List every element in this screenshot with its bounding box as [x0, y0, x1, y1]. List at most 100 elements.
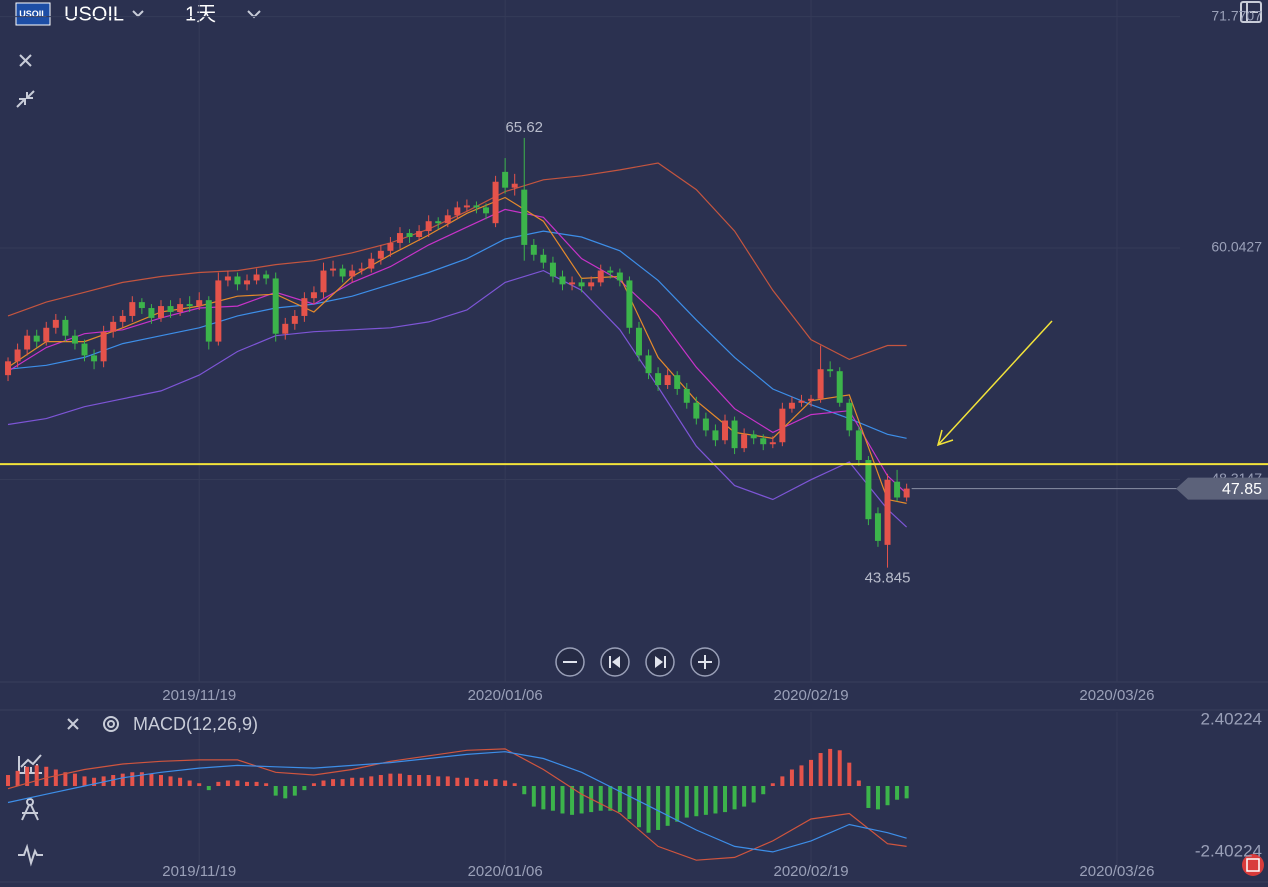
collapse-icon[interactable]: [16, 90, 35, 108]
tool-draw[interactable]: [21, 798, 39, 821]
candle-body: [846, 402, 853, 431]
candle-body: [779, 408, 786, 443]
histogram-bar: [617, 786, 622, 813]
histogram-bar: [856, 780, 861, 786]
candle-body: [769, 442, 776, 445]
histogram-bar: [560, 786, 565, 814]
candle-body: [387, 242, 394, 251]
histogram-bar: [484, 780, 489, 786]
histogram-bar: [531, 786, 536, 807]
close-icon[interactable]: [19, 54, 32, 67]
candle-body: [616, 272, 623, 281]
histogram-bar: [464, 777, 469, 786]
histogram-bar: [550, 786, 555, 811]
interval[interactable]: 1天: [185, 3, 216, 25]
tool-indicator[interactable]: [18, 843, 43, 867]
candle-body: [396, 233, 403, 243]
candle-body: [731, 420, 738, 449]
histogram-bar: [665, 786, 670, 826]
candle-body: [349, 270, 356, 277]
y-tick-label: 60.0427: [1211, 239, 1262, 255]
candle-body: [119, 315, 126, 322]
x-tick-label: 2019/11/19: [162, 863, 236, 880]
histogram-bar: [369, 776, 374, 786]
logo-text: USOIL: [19, 9, 47, 19]
symbol-dropdown[interactable]: [132, 10, 144, 18]
candle-body: [492, 181, 499, 224]
last-price-tag: [1176, 477, 1268, 500]
histogram-bar: [656, 786, 661, 830]
histogram-bar: [15, 770, 20, 786]
candle-body: [358, 268, 365, 271]
candle-body: [683, 388, 690, 403]
histogram-bar: [25, 766, 30, 786]
histogram-bar: [732, 786, 737, 810]
histogram-bar: [6, 775, 11, 786]
candle-body: [196, 300, 203, 307]
x-tick-label: 2020/03/26: [1079, 863, 1154, 880]
candle-body: [282, 323, 289, 334]
scroll-start[interactable]: [600, 647, 630, 677]
histogram-bar: [493, 779, 498, 786]
panel-toggle[interactable]: [1240, 1, 1262, 23]
x-tick-label: 2019/11/19: [162, 687, 236, 704]
histogram-bar: [283, 786, 288, 799]
histogram-bar: [579, 786, 584, 814]
histogram-bar: [340, 779, 345, 786]
candle-body: [502, 171, 509, 188]
zoom-out[interactable]: [555, 647, 585, 677]
candle-body: [798, 400, 805, 403]
histogram-bar: [216, 781, 221, 786]
x-tick-label: 2020/02/19: [774, 863, 849, 880]
histogram-bar: [608, 786, 613, 811]
candle-body: [483, 207, 490, 214]
logo[interactable]: [15, 2, 51, 26]
histogram-bar: [388, 773, 393, 786]
histogram-bar: [264, 783, 269, 786]
candle-body: [588, 282, 595, 287]
histogram-bar: [187, 780, 192, 786]
candle-body: [205, 300, 212, 342]
histogram-bar: [713, 786, 718, 814]
histogram-bar: [407, 775, 412, 786]
candle-body: [894, 481, 901, 498]
histogram-bar: [178, 777, 183, 786]
candle-body: [473, 205, 480, 208]
x-tick-label: 2020/02/19: [774, 687, 849, 704]
candle-body: [454, 207, 461, 216]
histogram-bar: [235, 780, 240, 786]
histogram-bar: [503, 780, 508, 786]
candle-body: [741, 434, 748, 449]
candle-body: [722, 420, 729, 441]
candle-body: [177, 304, 184, 312]
candle-body: [808, 398, 815, 401]
candle-body: [435, 221, 442, 224]
histogram-bar: [455, 777, 460, 786]
candle-body: [14, 349, 21, 362]
y-tick-label: -2.40224: [1195, 841, 1262, 860]
brand-icon: [1242, 854, 1264, 876]
symbol[interactable]: USOIL: [64, 3, 124, 25]
macd-settings[interactable]: [103, 716, 119, 732]
zoom-in[interactable]: [690, 647, 720, 677]
candle-body: [100, 331, 107, 362]
histogram-bar: [72, 773, 77, 786]
histogram-bar: [168, 776, 173, 786]
candle-body: [559, 276, 566, 285]
histogram-bar: [311, 783, 316, 786]
candle-body: [62, 319, 69, 336]
candle-body: [291, 315, 298, 324]
candle-body: [827, 369, 834, 372]
histogram-bar: [158, 775, 163, 786]
x-tick-label: 2020/03/26: [1079, 687, 1154, 704]
scroll-end[interactable]: [645, 647, 675, 677]
candle-body: [760, 438, 767, 445]
histogram-bar: [302, 786, 307, 791]
histogram-bar: [321, 780, 326, 786]
candle-body: [377, 250, 384, 259]
histogram-bar: [723, 786, 728, 813]
histogram-bar: [254, 781, 259, 786]
histogram-bar: [646, 786, 651, 833]
macd-close[interactable]: [67, 718, 79, 730]
